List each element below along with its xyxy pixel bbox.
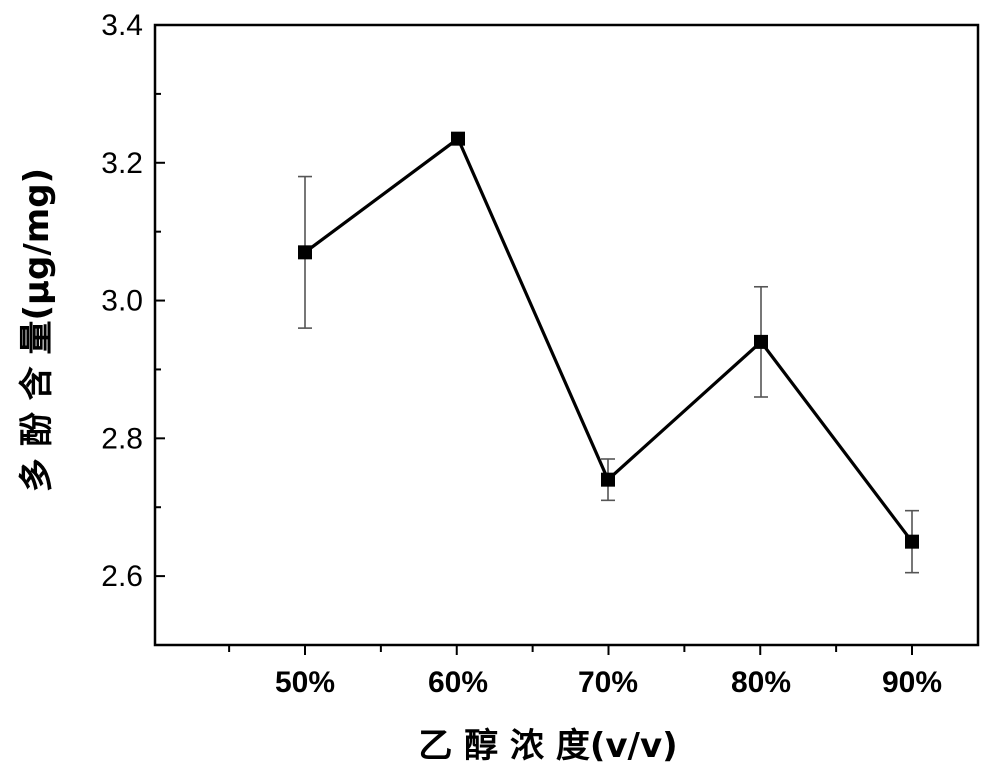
y-tick-label: 3.0	[101, 285, 143, 318]
x-tick-label: 60%	[428, 666, 488, 699]
chart: 2.6 2.8 3.0 3.2 3.4 50% 60% 70% 80% 90% 乙 醇 浓 度(…	[0, 0, 1000, 771]
data-point	[298, 245, 312, 259]
error-bars	[298, 177, 919, 573]
y-axis-title: 多 酚 含 量(μg/mg)	[17, 168, 57, 492]
data-point	[601, 473, 615, 487]
data-point	[905, 535, 919, 549]
data-point	[754, 335, 768, 349]
data-markers	[298, 132, 919, 549]
data-point	[451, 132, 465, 146]
x-tick-label: 90%	[882, 666, 942, 699]
y-tick-label: 2.6	[101, 560, 143, 593]
x-tick-label: 70%	[578, 666, 638, 699]
y-tick-label: 3.4	[101, 9, 143, 42]
x-tick-label: 50%	[275, 666, 335, 699]
x-axis-title: 乙 醇 浓 度(v/v)	[418, 726, 677, 766]
x-axis-ticks: 50% 60% 70% 80% 90%	[229, 645, 942, 699]
y-tick-label: 3.2	[101, 147, 143, 180]
x-tick-label: 80%	[731, 666, 791, 699]
y-tick-label: 2.8	[101, 422, 143, 455]
plot-frame	[155, 25, 978, 645]
plot-border	[155, 25, 978, 645]
